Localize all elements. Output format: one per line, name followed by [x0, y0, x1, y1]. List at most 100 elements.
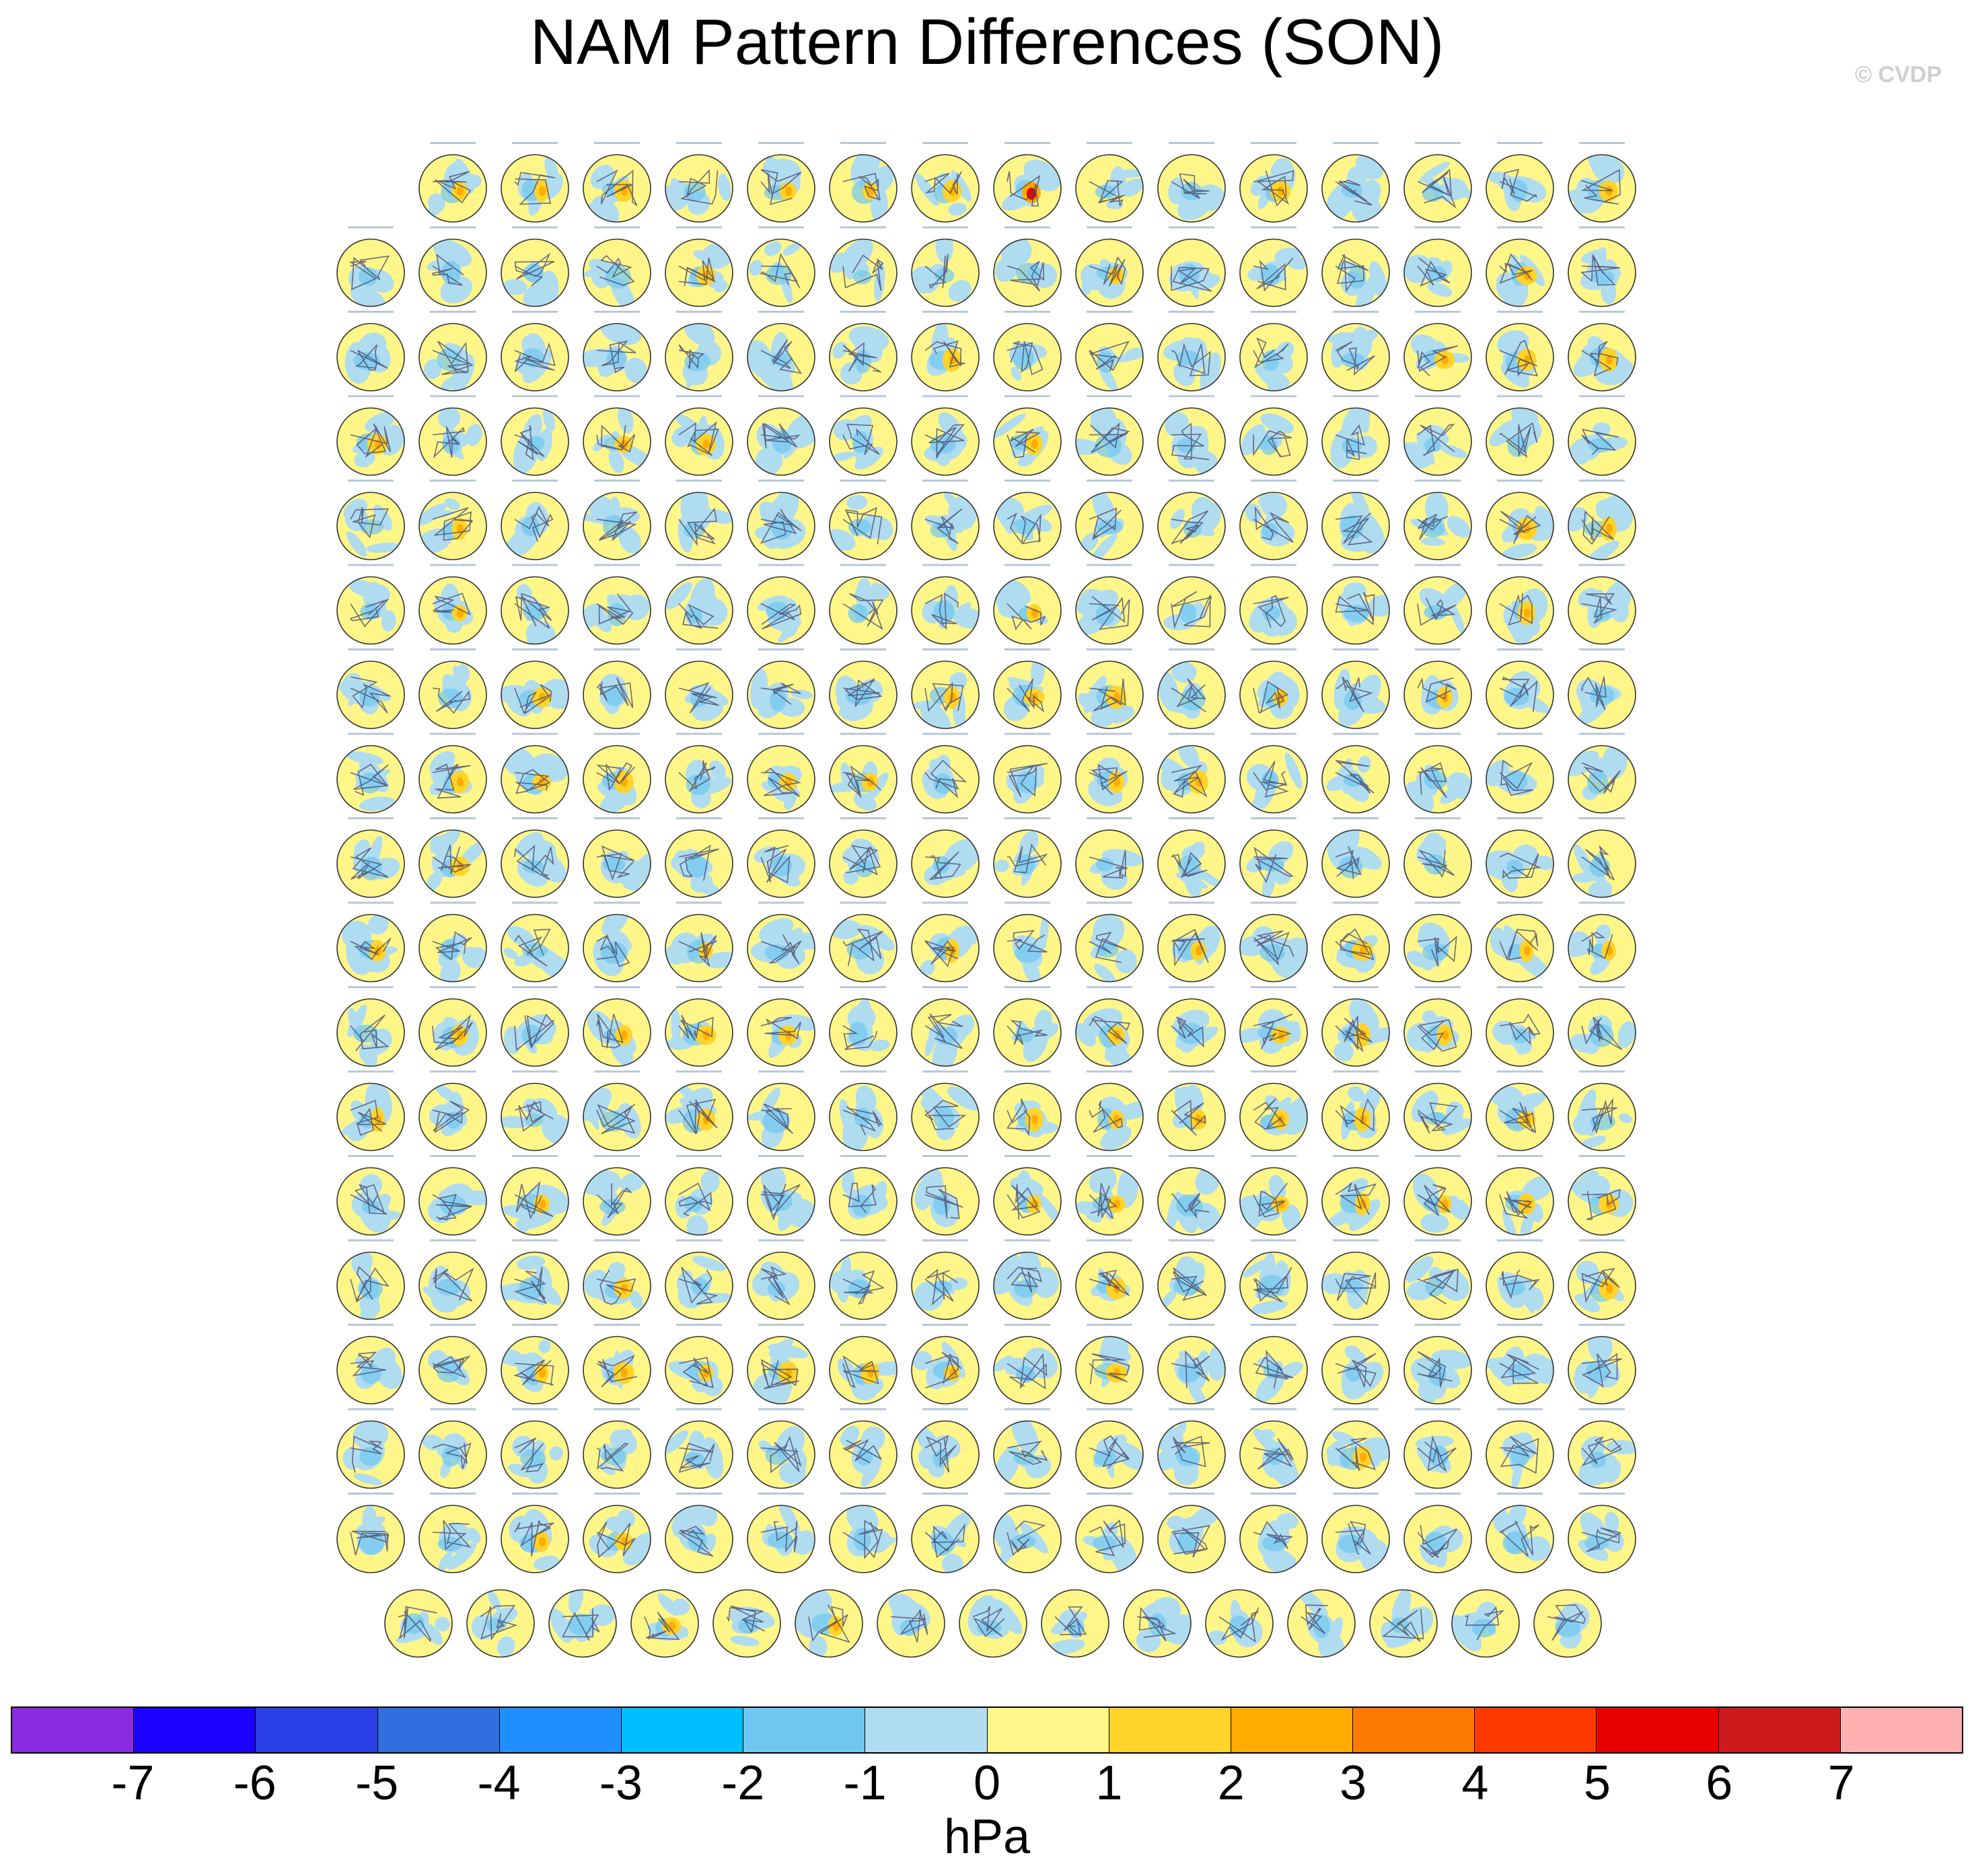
map-panel: [384, 1589, 453, 1658]
map-border: [1403, 1251, 1472, 1320]
map-border: [1486, 998, 1554, 1067]
map-border: [712, 1589, 781, 1658]
map-panel: [829, 901, 898, 983]
map-border: [1239, 829, 1308, 898]
panel-caption: [840, 1408, 886, 1411]
panel-caption: [512, 311, 558, 313]
map-panel: [1075, 648, 1144, 729]
panel-caption: [512, 1070, 558, 1073]
map-border: [1403, 661, 1472, 729]
colorbar-tick-label: -5: [355, 1756, 399, 1810]
map-panel: [336, 1493, 405, 1573]
panel-caption: [512, 986, 558, 988]
map-border: [911, 1167, 980, 1236]
colorbar-swatch: [12, 1708, 135, 1752]
map-panel: [418, 817, 487, 898]
panel-caption: [1251, 986, 1296, 988]
panel-caption: [676, 142, 722, 144]
map-border: [747, 154, 815, 223]
panel-caption: [922, 648, 968, 650]
panel-caption: [512, 1239, 558, 1242]
map-panel: [583, 480, 651, 560]
panel-caption: [1087, 817, 1132, 819]
map-panel: [336, 311, 405, 391]
map-border: [747, 829, 815, 898]
panel-caption: [1004, 1493, 1050, 1495]
map-panel: [1568, 480, 1636, 560]
map-panel: [665, 986, 733, 1067]
map-border: [1486, 1420, 1554, 1489]
map-panel: [501, 1239, 569, 1320]
map-panel: [911, 395, 980, 476]
map-panel: [911, 733, 980, 814]
map-panel: [1239, 142, 1308, 223]
panel-caption: [1087, 480, 1132, 482]
map-panel: [501, 1493, 569, 1573]
map-panel: [1075, 1239, 1144, 1320]
colorbar-tick-label: 1: [1095, 1756, 1123, 1810]
map-panel: [665, 311, 733, 391]
panel-caption: [676, 817, 722, 819]
map-border: [336, 1167, 405, 1236]
colorbar-swatch: [865, 1708, 988, 1752]
map-panel: [747, 395, 815, 476]
panel-caption: [1004, 986, 1050, 988]
panel-caption: [758, 226, 804, 229]
map-panel: [665, 1070, 733, 1152]
map-border: [630, 1589, 699, 1658]
panel-caption: [1251, 1239, 1296, 1242]
map-panel: [911, 142, 980, 223]
panel-caption: [430, 226, 476, 229]
map-panel: [1075, 986, 1144, 1067]
map-border: [1075, 407, 1144, 476]
map-panel: [501, 817, 569, 898]
map-border: [501, 998, 569, 1067]
map-border: [1403, 998, 1472, 1067]
panel-caption: [594, 901, 640, 904]
panel-caption: [594, 1493, 640, 1495]
map-panel: [1568, 901, 1636, 983]
map-border: [501, 829, 569, 898]
map-panel: [1157, 817, 1226, 898]
map-border: [1239, 492, 1308, 560]
panel-caption: [430, 311, 476, 313]
map-border: [1568, 998, 1636, 1067]
map-border: [418, 492, 487, 560]
map-border: [911, 1420, 980, 1489]
map-border: [501, 238, 569, 307]
map-panel: [829, 1070, 898, 1152]
map-panel: [1568, 1239, 1636, 1320]
panel-caption: [1169, 564, 1214, 566]
panel-caption: [676, 311, 722, 313]
map-panel: [911, 226, 980, 307]
map-border: [829, 238, 898, 307]
panel-caption: [922, 1239, 968, 1242]
map-border: [1075, 1167, 1144, 1236]
map-panel: [911, 901, 980, 983]
map-panel: [911, 1239, 980, 1320]
panel-caption: [676, 986, 722, 988]
map-border: [993, 1167, 1062, 1236]
panel-caption: [594, 142, 640, 144]
map-panel: [501, 986, 569, 1067]
map-border: [1486, 745, 1554, 814]
panel-caption: [1169, 1324, 1214, 1326]
panel-caption: [758, 1155, 804, 1157]
map-border: [993, 1420, 1062, 1489]
panel-caption: [1415, 1070, 1461, 1073]
panel-caption: [512, 142, 558, 144]
map-panel: [665, 480, 733, 560]
map-panel: [501, 1070, 569, 1152]
map-border: [418, 998, 487, 1067]
map-panel: [418, 1239, 487, 1320]
map-panel: [1568, 986, 1636, 1067]
map-border: [665, 238, 733, 307]
map-border: [1075, 998, 1144, 1067]
map-border: [466, 1589, 535, 1658]
panel-caption: [1004, 648, 1050, 650]
map-panel: [747, 480, 815, 560]
map-panel: [501, 311, 569, 391]
map-panel: [418, 733, 487, 814]
map-panel: [1287, 1589, 1356, 1658]
panel-caption: [430, 986, 476, 988]
